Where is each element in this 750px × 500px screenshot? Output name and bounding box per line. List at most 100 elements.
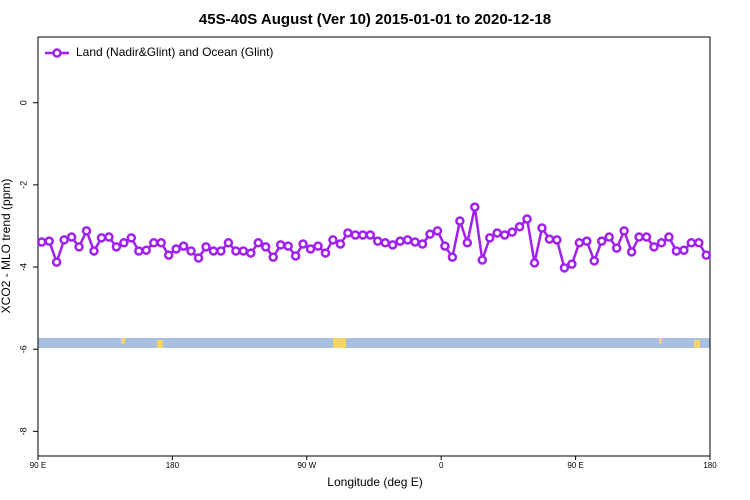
legend-label: Land (Nadir&Glint) and Ocean (Glint) [76, 45, 273, 59]
point [410, 237, 420, 247]
point [582, 236, 592, 246]
point [694, 238, 704, 248]
point [335, 239, 346, 249]
chart-title: 45S-40S August (Ver 10) 2015-01-01 to 20… [199, 11, 551, 28]
point [104, 232, 114, 242]
point [141, 245, 152, 255]
point [589, 256, 600, 266]
point [81, 226, 92, 236]
point [574, 238, 585, 248]
point [178, 241, 189, 251]
y-tick-label: -2 [18, 181, 28, 189]
point [380, 238, 390, 248]
point [470, 202, 480, 212]
point [208, 246, 219, 256]
point [238, 246, 249, 256]
point [641, 232, 652, 242]
point [119, 238, 129, 248]
point [604, 232, 614, 242]
point [626, 247, 637, 257]
land-bit [333, 338, 346, 348]
point [492, 228, 502, 238]
point [223, 238, 234, 248]
point [126, 233, 137, 243]
point [514, 222, 525, 232]
point [89, 246, 99, 256]
point [634, 232, 644, 242]
point [96, 233, 107, 243]
point [529, 258, 540, 268]
point [522, 214, 532, 224]
point [216, 246, 226, 256]
point [664, 232, 674, 242]
point [484, 233, 495, 243]
point [656, 238, 667, 248]
x-axis-label: Longitude (deg E) [327, 475, 422, 489]
point [134, 246, 144, 256]
point [268, 252, 278, 262]
point [290, 251, 301, 261]
point [455, 216, 465, 226]
land-bit [157, 340, 163, 348]
point [320, 248, 331, 258]
y-tick-label: 0 [18, 100, 28, 105]
point [619, 226, 629, 236]
point [649, 242, 659, 252]
point [298, 239, 308, 249]
point [231, 246, 241, 256]
plot-frame [37, 36, 711, 457]
point [432, 226, 443, 236]
point [365, 230, 376, 240]
point [462, 238, 473, 248]
point [275, 240, 286, 250]
point [671, 246, 682, 256]
x-tick-label: 180 [166, 461, 180, 470]
point [447, 252, 458, 262]
point [44, 236, 54, 246]
point [59, 235, 69, 245]
legend-marker [52, 48, 62, 58]
point [350, 230, 361, 240]
ocean-band [38, 338, 710, 348]
point [313, 241, 323, 251]
point [537, 223, 547, 233]
point [36, 237, 47, 247]
point [544, 234, 555, 244]
point [74, 242, 84, 252]
y-tick-label: -8 [18, 427, 28, 435]
point [686, 238, 697, 248]
point [193, 253, 204, 263]
point [596, 236, 607, 246]
point [417, 239, 428, 249]
y-tick-label: -4 [18, 263, 28, 271]
point [171, 244, 181, 254]
point [163, 250, 174, 260]
point [186, 246, 196, 256]
point [425, 229, 435, 239]
point [260, 242, 271, 252]
point [507, 227, 517, 237]
point [552, 235, 562, 245]
point [477, 255, 488, 265]
point [201, 242, 211, 252]
point [611, 243, 622, 253]
point [305, 244, 316, 254]
y-tick-label: -6 [18, 345, 28, 353]
point [679, 245, 689, 255]
point [559, 263, 570, 273]
land-bit [659, 338, 662, 344]
point [328, 235, 338, 245]
point [111, 242, 122, 252]
point [51, 257, 62, 267]
x-tick-label: 180 [703, 461, 717, 470]
y-axis-label: XCO2 - MLO trend (ppm) [0, 179, 13, 314]
point [148, 238, 159, 248]
point [440, 241, 450, 251]
point [499, 230, 510, 240]
x-tick-label: 90 E [30, 461, 46, 470]
point [66, 232, 77, 242]
point [567, 259, 577, 269]
land-strip [38, 338, 710, 348]
point [343, 228, 353, 238]
